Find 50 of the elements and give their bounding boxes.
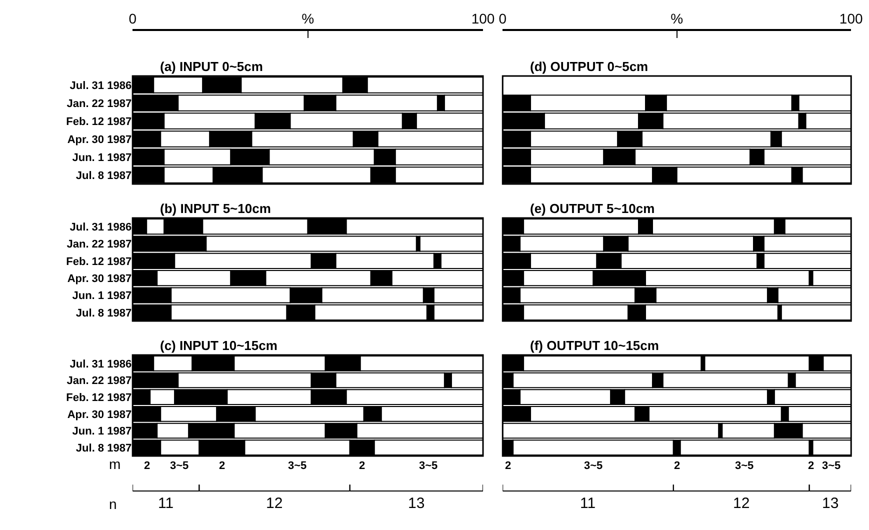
text: 2 [359, 460, 366, 472]
text: 11 [580, 495, 596, 512]
y-tick-label: Feb. 12 1987 [66, 116, 132, 128]
x-tick-label: % [670, 10, 684, 27]
text: 13 [822, 495, 839, 512]
chart-title: (d) OUTPUT 0~5cm [530, 59, 648, 74]
chart-title: (e) OUTPUT 5~10cm [530, 201, 655, 216]
y-tick-label: Jul. 8 1987 [76, 170, 132, 182]
text: 2 [674, 460, 680, 472]
text: 2 [219, 460, 226, 472]
text: 3~5 [288, 460, 307, 472]
text: m [109, 456, 121, 472]
y-tick-label: Jan. 22 1987 [66, 375, 132, 388]
x-tick-label: % [302, 10, 314, 27]
text: 12 [733, 495, 750, 512]
y-tick-label: Feb. 12 1987 [66, 256, 132, 268]
text: 13 [408, 495, 425, 512]
text: 3~5 [419, 460, 438, 472]
x-tick-label: 100 [471, 10, 495, 27]
y-tick-label: Jun. 1 1987 [72, 290, 132, 302]
text: 3~5 [170, 460, 189, 472]
chart-title: (a) INPUT 0~5cm [160, 59, 263, 74]
text: 3~5 [735, 460, 754, 472]
x-tick-label: 0 [498, 10, 507, 27]
x-tick-label: 100 [839, 10, 863, 27]
y-tick-label: Apr. 30 1987 [67, 272, 132, 285]
y-tick-label: Jan. 22 1987 [66, 98, 132, 110]
text: 12 [266, 495, 283, 512]
y-tick-label: Jul. 31 1986 [70, 80, 132, 92]
chart-title: (b) INPUT 5~10cm [160, 201, 271, 216]
y-tick-label: Apr. 30 1987 [67, 134, 132, 146]
y-tick-label: Jul. 31 1986 [70, 358, 132, 370]
y-tick-label: Jul. 31 1986 [70, 221, 132, 234]
text: 11 [158, 495, 174, 512]
chart-title: (f) OUTPUT 10~15cm [530, 338, 659, 353]
y-tick-label: Jul. 8 1987 [76, 307, 132, 320]
y-tick-label: Jun. 1 1987 [72, 152, 132, 164]
text: 2 [505, 460, 512, 472]
y-tick-label: Jun. 1 1987 [72, 426, 132, 438]
y-tick-label: Jan. 22 1987 [66, 238, 132, 251]
y-tick-label: Apr. 30 1987 [67, 408, 132, 421]
chart-title: (c) INPUT 10~15cm [160, 338, 278, 353]
y-tick-label: Feb. 12 1987 [66, 392, 132, 404]
text: 3~5 [584, 460, 603, 472]
text: 3~5 [822, 460, 841, 472]
y-tick-label: Jul. 8 1987 [76, 442, 132, 454]
text: 2 [144, 460, 150, 472]
text: 2 [808, 460, 814, 472]
text: n [109, 496, 117, 512]
x-tick-label: 0 [128, 10, 137, 27]
